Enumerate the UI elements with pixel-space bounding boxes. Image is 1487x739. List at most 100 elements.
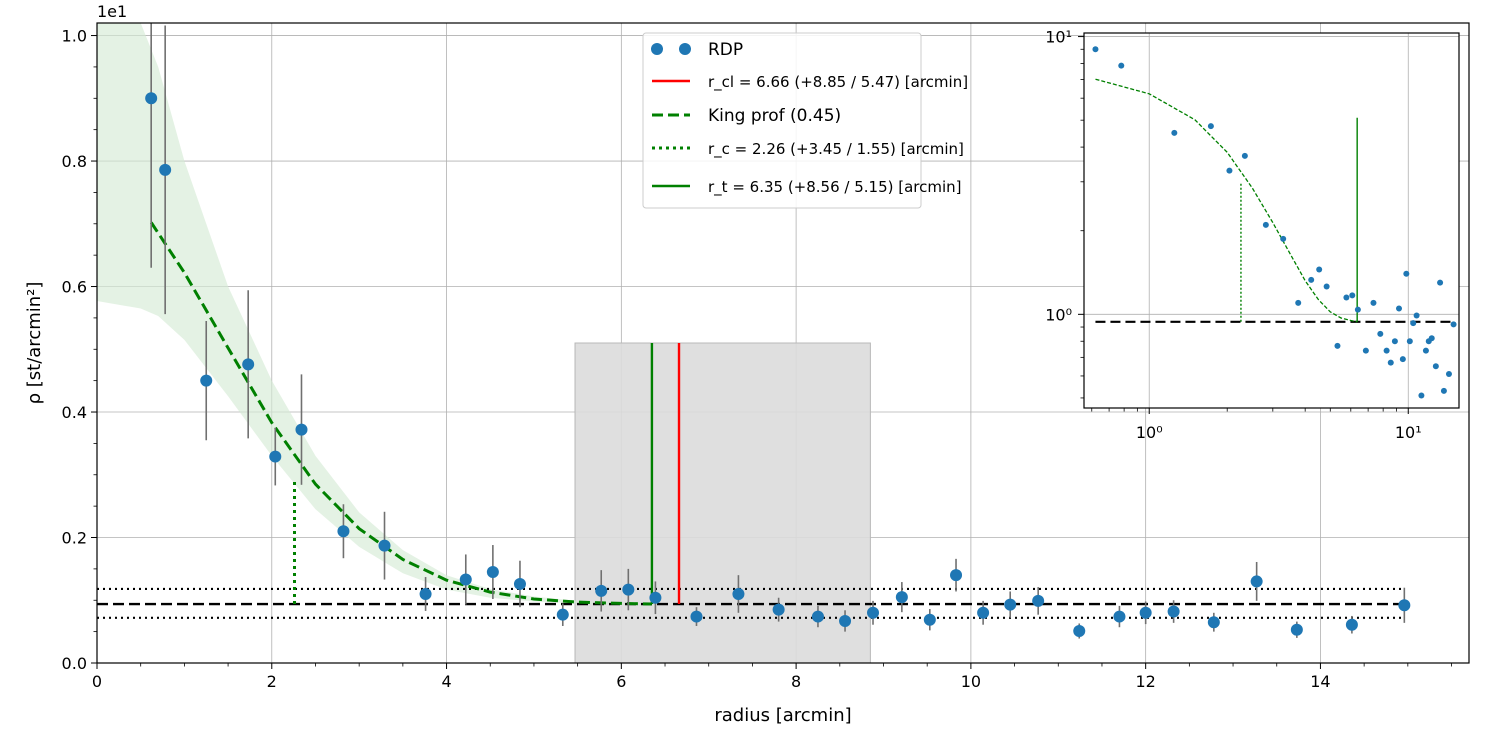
inset-rdp-point [1399,356,1406,363]
legend-rc-label: r_c = 2.26 (+3.45 / 1.55) [arcmin] [708,140,964,159]
x-tick-label-12: 12 [1135,672,1155,691]
main-axes-frame [96,22,1470,664]
rdp-point [622,583,635,596]
inset-x-tick-label: 10⁰ [1136,423,1163,442]
legend-rt-label: r_t = 6.35 (+8.56 / 5.15) [arcmin] [708,178,962,197]
rdp-point [200,374,213,387]
king-profile-curve [149,221,652,606]
y-offset-label: 1e1 [97,2,127,21]
rdp-point [269,450,282,463]
inset-rdp-point [1262,221,1269,228]
inset-rdp-point [1343,294,1350,301]
inset-axes-frame [1083,32,1460,409]
shaded-radius-region [574,342,871,663]
legend-rcl-label: r_cl = 6.66 (+8.85 / 5.47) [arcmin] [708,73,968,92]
inset-king-curve [1095,78,1358,323]
rdp-point [1113,610,1126,623]
inset-rdp-point [1428,335,1435,342]
rdp-point [732,587,745,600]
rdp-point [1073,625,1086,637]
rdp-point [1250,575,1263,588]
rdp-point [1290,623,1303,636]
rdp-point [486,566,499,579]
inset-rdp-point [1413,312,1420,319]
x-tick-label-10: 10 [961,672,981,691]
rdp-point [811,610,824,623]
inset-rdp-point [1280,235,1287,242]
inset-rdp-point [1377,330,1384,337]
inset-rdp-point [1370,299,1377,306]
rdp-point [513,577,526,590]
x-axis-label: radius [arcmin] [714,705,851,726]
legend-rdp-marker-1 [651,43,663,55]
inset-rdp-point [1226,167,1233,174]
legend-box [642,32,922,209]
inset-rdp-point [1362,347,1369,354]
rdp-point [1398,599,1411,612]
x-tick-label-4: 4 [441,672,451,691]
x-tick-label-14: 14 [1310,672,1330,691]
inset-rdp-point [1410,320,1417,327]
inset-rdp-point [1432,363,1439,370]
inset-rdp-point [1440,387,1447,394]
x-tick-label-2: 2 [267,672,277,691]
rdp-point [337,525,350,538]
x-tick-label-8: 8 [791,672,801,691]
rdp-point [459,573,472,586]
inset-rdp-point [1171,129,1178,136]
rdp-point [950,569,963,582]
rdp-point [923,613,936,626]
y-axis-label: ρ [st/arcmin²] [24,282,45,405]
inset-rdp-point [1241,152,1248,159]
inset-rdp-point [1418,392,1425,399]
rdp-point [159,163,172,176]
rdp-point [295,423,308,436]
inset-rdp-point [1295,299,1302,306]
rdp-point [419,587,432,600]
inset-rdp-point [1450,321,1457,328]
inset-y-tick-label: 10¹ [1045,28,1072,47]
inset-x-tick-label: 10¹ [1395,423,1422,442]
inset-rdp-point [1308,276,1315,283]
inset-rdp-point [1395,305,1402,312]
inset-rdp-point [1349,292,1356,299]
rdp-point [1032,594,1045,607]
legend-king-label: King prof (0.45) [708,106,841,126]
inset-rdp-point [1387,359,1394,366]
rdp-point [649,591,662,604]
inset-series-layer [1092,46,1457,399]
rdp-point [895,591,908,604]
inset-rdp-point [1391,338,1398,345]
king-uncertainty-band [97,23,652,604]
inset-rdp-point [1383,347,1390,354]
main-background-layers [97,23,871,663]
rdp-point [772,603,785,616]
rdp-point [1207,616,1220,629]
inset-y-tick-label: 10⁰ [1045,305,1072,324]
y-tick-label-0.4: 0.4 [62,403,87,422]
rdp-point [867,606,880,619]
rdp-point [556,608,569,621]
main-series-layer [97,23,1411,639]
rdp-point [378,539,391,552]
inset-rdp-point [1403,270,1410,277]
inset-rdp-point [1207,123,1214,130]
rdp-point [595,584,608,597]
x-tick-label-0: 0 [92,672,102,691]
inset-ticks: 10⁰ 10¹ 10⁰ 10¹ [1045,28,1421,442]
inset-rdp-point [1445,370,1452,377]
rdp-point [1167,605,1180,618]
rdp-point [1345,618,1358,631]
rdp-point [242,358,255,371]
rdp-point [977,606,990,619]
inset-rdp-point [1334,342,1341,349]
inset-grid [1084,33,1459,408]
main-ticks: 0 2 4 6 8 10 12 14 0.0 0.2 0.4 0.6 0.8 1.0 [62,27,1452,691]
inset-rdp-point [1437,279,1444,286]
legend: RDP r_cl = 6.66 (+8.85 / 5.47) [arcmin] … [642,32,968,209]
inset-rdp-point [1422,347,1429,354]
inset-rdp-point [1323,283,1330,290]
y-tick-label-0.0: 0.0 [62,654,87,673]
y-tick-label-0.6: 0.6 [62,278,87,297]
